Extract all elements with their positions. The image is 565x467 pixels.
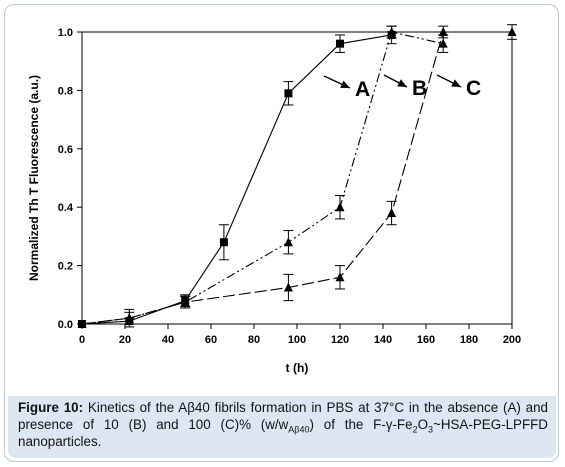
data-point-B bbox=[283, 237, 293, 247]
data-point-C bbox=[507, 27, 517, 36]
annotation-arrowhead-C bbox=[451, 79, 461, 87]
caption-text-o: O bbox=[417, 417, 428, 432]
x-tick-label: 20 bbox=[119, 334, 131, 346]
annotation-arrowhead-A bbox=[340, 80, 350, 88]
y-tick-label: 0.0 bbox=[58, 319, 73, 331]
data-point-A bbox=[336, 39, 344, 48]
data-point-C bbox=[335, 272, 345, 282]
x-tick-label: 120 bbox=[331, 334, 349, 346]
y-tick-label: 0.6 bbox=[58, 144, 73, 156]
figure-label: Figure 10: bbox=[18, 400, 84, 415]
data-point-B bbox=[335, 202, 345, 212]
figure-frame bbox=[4, 4, 559, 462]
data-point-B bbox=[387, 27, 397, 36]
data-point-C bbox=[438, 27, 448, 36]
caption-text-2: ) of the F-γ-Fe bbox=[309, 417, 413, 432]
data-point-C bbox=[180, 297, 190, 307]
series-line-C bbox=[81, 31, 512, 325]
plot-frame bbox=[81, 31, 513, 325]
y-tick-label: 1.0 bbox=[58, 27, 73, 39]
data-point-C bbox=[124, 313, 134, 323]
caption-sub-2: 2 bbox=[412, 424, 418, 435]
caption-text-3: ~HSA-PEG-LPFFD nanoparticles. bbox=[18, 417, 548, 449]
series-line-A bbox=[81, 34, 392, 325]
y-tick-label: 0.4 bbox=[58, 202, 74, 214]
y-tick-label: 0.2 bbox=[58, 261, 73, 273]
x-tick-label: 40 bbox=[162, 334, 174, 346]
caption-box bbox=[8, 396, 556, 458]
data-point-C bbox=[283, 282, 293, 292]
x-tick-label: 200 bbox=[503, 334, 521, 346]
annotation-arrowhead-B bbox=[397, 79, 407, 87]
caption-sub-abeta: Aβ40 bbox=[288, 424, 310, 435]
data-point-C bbox=[387, 208, 397, 218]
x-tick-label: 100 bbox=[288, 334, 306, 346]
caption-text-1: Kinetics of the Aβ40 fibrils formation i… bbox=[18, 400, 548, 432]
x-tick-label: 60 bbox=[205, 334, 217, 346]
data-point-C bbox=[77, 319, 87, 328]
y-axis-title: Normalized Th T Fluorescence (a.u.) bbox=[27, 75, 41, 281]
x-axis-title: t (h) bbox=[286, 361, 309, 375]
x-tick-label: 140 bbox=[374, 334, 392, 346]
data-point-B bbox=[438, 38, 448, 48]
figure-caption: Figure 10: Kinetics of the Aβ40 fibrils … bbox=[18, 399, 548, 450]
annotation-label-C: C bbox=[466, 77, 481, 100]
series-line-B bbox=[81, 31, 444, 325]
annotation-label-B: B bbox=[412, 77, 427, 100]
x-tick-label: 160 bbox=[417, 334, 435, 346]
y-tick-label: 0.8 bbox=[58, 85, 73, 97]
x-tick-label: 0 bbox=[79, 334, 85, 346]
x-tick-label: 80 bbox=[248, 334, 260, 346]
data-point-A bbox=[284, 89, 293, 98]
caption-sub-3: 3 bbox=[428, 424, 434, 435]
x-tick-label: 180 bbox=[460, 334, 478, 346]
annotation-label-A: A bbox=[355, 78, 370, 101]
data-point-A bbox=[219, 238, 228, 247]
